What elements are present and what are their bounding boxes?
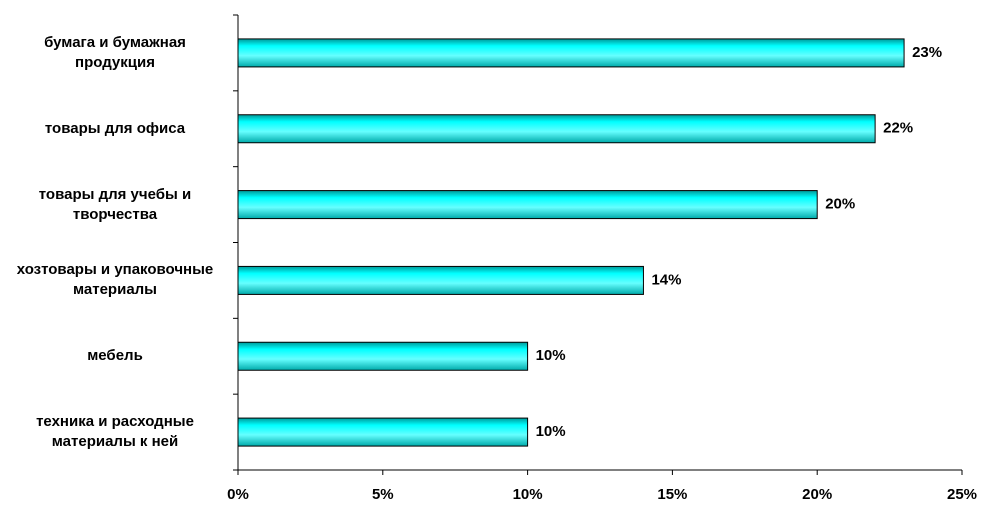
data-label: 23%: [912, 44, 942, 61]
y-tick-label: товары для офиса: [44, 119, 186, 137]
bar: [237, 417, 529, 447]
data-label: 14%: [651, 271, 681, 288]
bar: [237, 38, 905, 68]
bar: [237, 190, 818, 220]
y-tick-label: хозтовары и упаковочные материалы: [16, 261, 214, 299]
x-tick-label: 15%: [657, 486, 687, 503]
x-tick-label: 10%: [513, 486, 543, 503]
y-tick-label: мебель: [87, 347, 143, 365]
y-tick-label: товары для учебы и творчества: [38, 185, 192, 223]
data-label: 10%: [536, 423, 566, 440]
data-label: 22%: [883, 120, 913, 137]
x-tick-label: 5%: [372, 486, 394, 503]
bar: [237, 265, 644, 295]
x-tick-label: 25%: [947, 486, 977, 503]
y-tick-label: техника и расходные материалы к ней: [36, 413, 194, 451]
x-tick-label: 0%: [227, 486, 249, 503]
x-tick-label: 20%: [802, 486, 832, 503]
data-label: 10%: [536, 347, 566, 364]
y-tick-label: бумага и бумажная продукция: [44, 33, 186, 71]
bar: [237, 341, 529, 371]
bar: [237, 114, 876, 144]
data-label: 20%: [825, 196, 855, 213]
